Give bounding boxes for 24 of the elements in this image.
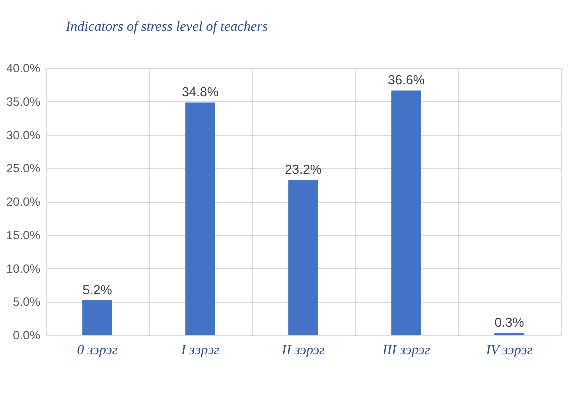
x-tick-label: II зэрэг: [281, 344, 326, 358]
y-tick-label: 15.0%: [6, 228, 41, 242]
x-tick-label: IV зэрэг: [485, 344, 534, 358]
data-label: 23.2%: [285, 162, 322, 178]
y-tick-label: 0.0%: [13, 328, 41, 342]
chart-title: Indicators of stress level of teachers: [64, 20, 269, 35]
data-label: 5.2%: [82, 282, 113, 298]
data-label: 0.3%: [494, 314, 525, 330]
y-tick-label: 35.0%: [6, 94, 41, 109]
y-tick-label: 25.0%: [6, 162, 41, 176]
x-tick-label: I зэрэг: [180, 344, 220, 358]
y-tick-label: 30.0%: [6, 128, 41, 142]
x-tick-label: 0 зэрэг: [77, 344, 118, 358]
bar: [288, 180, 318, 335]
y-tick-label: 5.0%: [13, 295, 41, 310]
data-label: 34.8%: [182, 84, 220, 100]
bar: [82, 300, 112, 335]
x-tick-label: III зэрэг: [382, 344, 431, 358]
y-tick-label: 10.0%: [6, 262, 41, 276]
bar: [186, 102, 216, 335]
y-tick-label: 40.0%: [6, 62, 41, 76]
data-label: 36.6%: [388, 72, 426, 88]
y-tick-label: 20.0%: [6, 195, 41, 209]
bar: [392, 90, 422, 335]
